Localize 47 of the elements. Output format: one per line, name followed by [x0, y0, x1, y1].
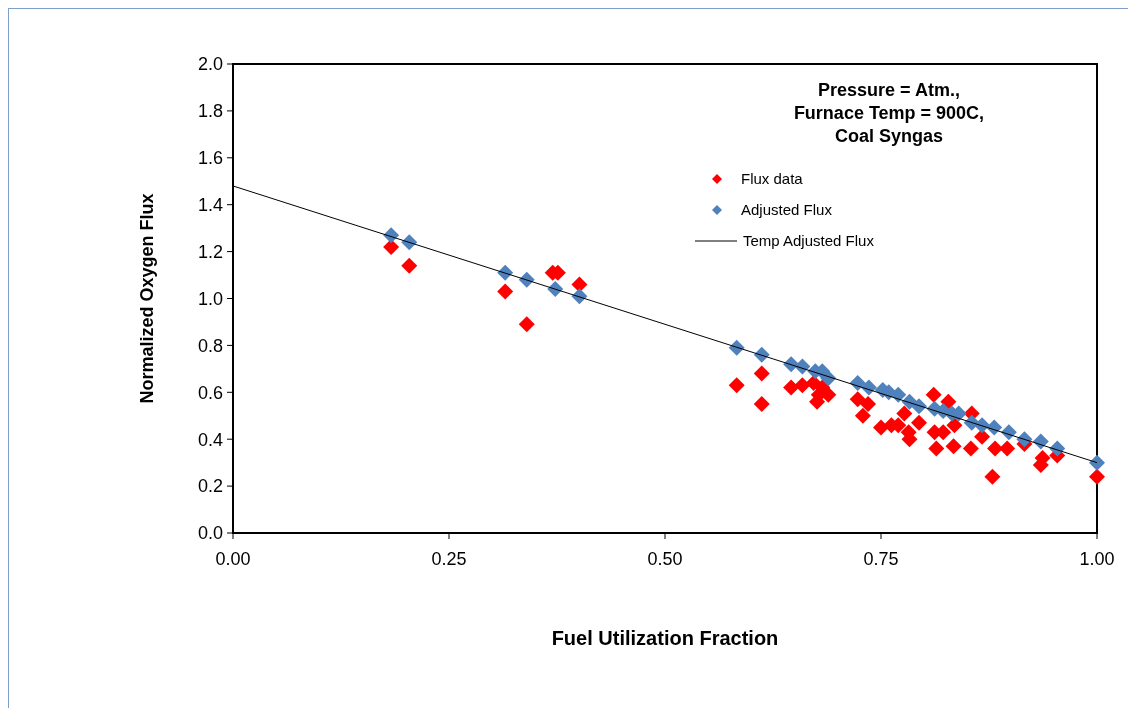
point	[984, 468, 1001, 485]
point	[911, 414, 928, 431]
x-tick-label: 0.25	[431, 549, 467, 569]
point	[896, 405, 913, 422]
point	[873, 419, 889, 436]
point	[783, 379, 800, 396]
y-tick-label: 0.8	[197, 335, 223, 356]
point	[728, 377, 745, 394]
point	[946, 417, 963, 434]
x-axis-title: Fuel Utilization Fraction	[551, 627, 779, 649]
y-tick-label: 2.0	[197, 54, 223, 75]
x-tick-label: 0.75	[863, 549, 899, 569]
point	[854, 407, 871, 424]
y-tick-label: 1.8	[197, 101, 223, 122]
x-tick-label: 0.50	[647, 549, 683, 569]
point	[753, 365, 770, 382]
y-tick-label: 1.0	[197, 288, 223, 309]
point	[794, 377, 811, 394]
y-tick-label: 1.6	[197, 148, 223, 169]
y-tick-label: 0.4	[197, 429, 223, 450]
x-tick-label: 0.00	[215, 549, 251, 569]
legend-label: Flux data	[741, 170, 804, 188]
point	[945, 438, 962, 455]
point	[1089, 454, 1105, 471]
legend-label: Adjusted Flux	[741, 201, 833, 219]
point	[571, 276, 588, 293]
point	[518, 316, 535, 333]
x-tick-label: 1.00	[1079, 549, 1115, 569]
point	[928, 440, 945, 457]
y-tick-label: 0.2	[197, 476, 223, 497]
point	[962, 440, 979, 457]
legend-label: Temp Adjusted Flux	[743, 232, 875, 250]
y-tick-label: 1.4	[197, 195, 223, 215]
point	[849, 391, 866, 408]
point	[987, 440, 1004, 457]
point	[753, 396, 770, 413]
point	[497, 283, 514, 300]
y-tick-label: 1.2	[197, 241, 223, 262]
point	[401, 257, 418, 274]
y-axis-title: Normalized Oxygen Flux	[137, 193, 157, 404]
point	[925, 386, 942, 403]
text: Pressure = Atm., Furnace Temp = 900C, Coal Syngas	[793, 80, 985, 146]
y-tick-label: 0.0	[197, 523, 223, 544]
y-tick-label: 0.6	[197, 382, 223, 403]
point	[1089, 468, 1105, 485]
point	[999, 440, 1016, 457]
point	[860, 396, 877, 413]
